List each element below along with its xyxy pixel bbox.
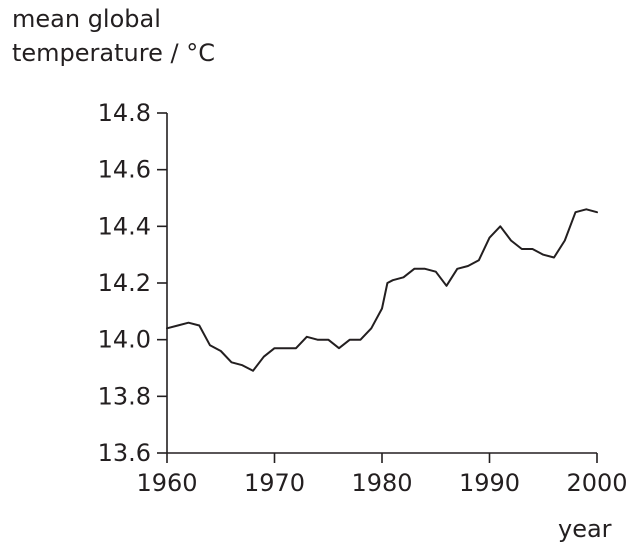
x-tick-label: 1960: [136, 469, 197, 497]
y-tick-label: 14.6: [98, 156, 151, 184]
y-axis-label: mean global temperature / °C: [12, 2, 215, 70]
y-axis-label-line-1: mean global: [12, 5, 161, 33]
x-axis-label: year: [558, 515, 612, 543]
y-tick-label: 14.8: [98, 99, 151, 127]
temperature-series-line: [166, 208, 598, 372]
x-tick-label: 1970: [244, 469, 305, 497]
y-tick-label: 14.2: [98, 269, 151, 297]
y-tick-label: 13.8: [98, 382, 151, 410]
y-axis-label-line-2: temperature / °C: [12, 39, 215, 67]
x-tick-label: 1990: [459, 469, 520, 497]
x-tick-label: 1980: [351, 469, 412, 497]
y-tick-label: 14.4: [98, 212, 151, 240]
y-tick-label: 14.0: [98, 326, 151, 354]
x-tick-label: 2000: [566, 469, 627, 497]
y-tick-label: 13.6: [98, 439, 151, 467]
